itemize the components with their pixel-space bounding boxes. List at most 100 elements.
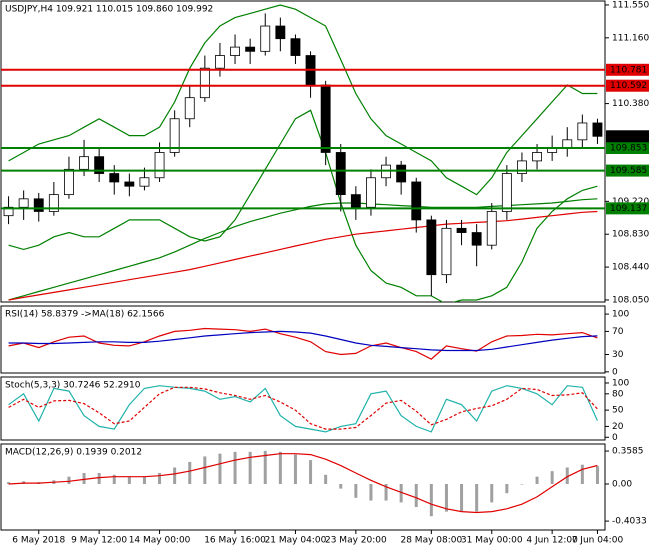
candle-body [426, 219, 437, 276]
last-price-tag [606, 130, 649, 143]
series-line [8, 4, 598, 196]
x-tick-label: 14 May 00:00 [129, 536, 191, 546]
candle-body [532, 152, 542, 162]
plot-area [3, 4, 603, 302]
candle-body [215, 55, 225, 69]
histogram-bar [309, 460, 313, 485]
y-tick-label: 20 [612, 422, 624, 432]
candle-body [48, 194, 59, 212]
candle-body [320, 84, 331, 153]
last-price-label: 109.992 [610, 132, 647, 142]
histogram-bar [535, 476, 539, 485]
plot-area [7, 450, 599, 517]
candle-body [109, 173, 120, 183]
candle-body [441, 227, 452, 276]
histogram-bar [354, 484, 358, 498]
candle-body [517, 160, 527, 174]
histogram-bar [97, 472, 101, 485]
histogram-bar [263, 450, 267, 485]
series-line [8, 385, 598, 433]
candle-body [396, 164, 407, 183]
candle-body [592, 122, 603, 137]
histogram-bar [444, 484, 448, 512]
x-tick-label: 31 May 00:00 [461, 536, 523, 546]
y-tick-label: 111.550 [612, 0, 649, 10]
level-label: 110.781 [610, 65, 647, 75]
candle-body [199, 67, 210, 99]
histogram-bar [460, 484, 464, 512]
candle-body [18, 198, 29, 208]
panel-frame [0, 443, 606, 531]
candle-body [64, 168, 74, 196]
candle-body [411, 181, 422, 221]
candle-body [501, 173, 512, 212]
candle-body [335, 152, 346, 196]
level-label: 109.137 [610, 204, 647, 214]
candle-body [94, 156, 105, 174]
level-label: 109.585 [610, 166, 647, 176]
y-tick-label: 0.3585 [612, 447, 644, 457]
level-label: 110.592 [610, 81, 647, 91]
candle-body [456, 227, 467, 233]
level-label: 109.853 [610, 144, 647, 154]
y-tick-label: 108.830 [612, 230, 649, 240]
candle-body [169, 118, 180, 153]
y-tick-label: 80 [612, 389, 624, 399]
series-line [8, 453, 598, 514]
histogram-bar [595, 466, 599, 485]
y-tick-label: 0 [612, 433, 618, 443]
histogram-bar [550, 471, 554, 485]
x-tick-label: 21 May 04:00 [265, 536, 327, 546]
histogram-bar [173, 467, 177, 485]
histogram-bar [505, 484, 509, 494]
level-tag [606, 202, 649, 215]
y-tick-label: 0 [612, 367, 618, 377]
panel-title: RSI(14) 58.8379 ->MA(18) 62.1566 [5, 310, 165, 320]
histogram-bar [218, 453, 222, 485]
histogram-bar [278, 451, 282, 485]
candle-body [124, 181, 135, 187]
candle-body [275, 25, 286, 40]
histogram-bar [67, 476, 71, 485]
histogram-bar [82, 472, 86, 485]
histogram-bar [324, 474, 328, 485]
candle-body [577, 122, 588, 141]
histogram-bar [384, 484, 388, 501]
y-tick-label: 30 [612, 350, 624, 360]
histogram-bar [127, 476, 131, 485]
histogram-bar [293, 454, 297, 485]
y-tick-label: 0.00 [612, 480, 632, 490]
histogram-bar [429, 484, 433, 517]
y-tick-label: -0.4033 [612, 517, 647, 527]
series-line [8, 330, 598, 352]
x-tick-label: 6 May 2018 [12, 536, 65, 546]
panel-title: MACD(12,26,9) 0.1939 0.2012 [5, 448, 142, 458]
histogram-bar [580, 464, 584, 485]
level-tag [606, 164, 649, 177]
x-tick-label: 7 Jun 04:00 [572, 536, 624, 546]
y-tick-label: 109.220 [612, 197, 649, 207]
y-tick-label: 70 [612, 327, 624, 337]
y-tick-label: 110.380 [612, 99, 649, 109]
candle-body [260, 25, 271, 52]
panel-frame [0, 305, 606, 374]
series-line [8, 210, 598, 301]
histogram-bar [203, 456, 207, 485]
histogram-bar [339, 484, 343, 489]
histogram-bar [158, 472, 162, 485]
histogram-bar [520, 484, 524, 485]
y-tick-label: 100 [612, 310, 629, 320]
histogram-bar [565, 467, 569, 485]
y-tick-label: 108.440 [612, 263, 649, 273]
candle-body [139, 177, 150, 187]
x-tick-label: 9 May 12:00 [71, 536, 127, 546]
series-line [8, 109, 598, 302]
histogram-bar [490, 484, 494, 503]
histogram-bar [112, 474, 116, 485]
y-tick-label: 100 [612, 378, 629, 388]
candle-body [486, 211, 497, 246]
candle-body [562, 139, 573, 149]
plot-area [8, 385, 598, 433]
x-tick-label: 23 May 20:00 [325, 536, 387, 546]
level-tag [606, 63, 649, 76]
